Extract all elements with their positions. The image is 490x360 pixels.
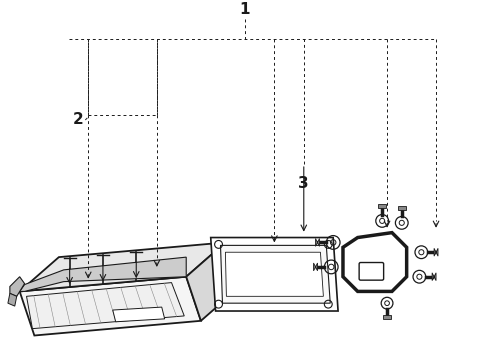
Polygon shape [383, 315, 391, 319]
Text: 1: 1 [240, 2, 250, 17]
Polygon shape [432, 273, 436, 281]
Polygon shape [211, 238, 338, 311]
Polygon shape [398, 206, 406, 210]
Polygon shape [316, 239, 319, 246]
Polygon shape [186, 242, 240, 321]
Polygon shape [225, 252, 323, 296]
Polygon shape [220, 246, 330, 303]
Polygon shape [434, 248, 438, 256]
Text: 3: 3 [298, 176, 309, 191]
Polygon shape [20, 257, 186, 291]
Polygon shape [113, 307, 165, 322]
Polygon shape [378, 204, 386, 208]
Polygon shape [26, 283, 184, 329]
FancyBboxPatch shape [359, 262, 384, 280]
Polygon shape [10, 277, 24, 296]
Polygon shape [8, 293, 17, 306]
Text: 2: 2 [73, 112, 83, 127]
Polygon shape [314, 263, 318, 271]
Polygon shape [20, 277, 201, 336]
Polygon shape [20, 242, 225, 291]
